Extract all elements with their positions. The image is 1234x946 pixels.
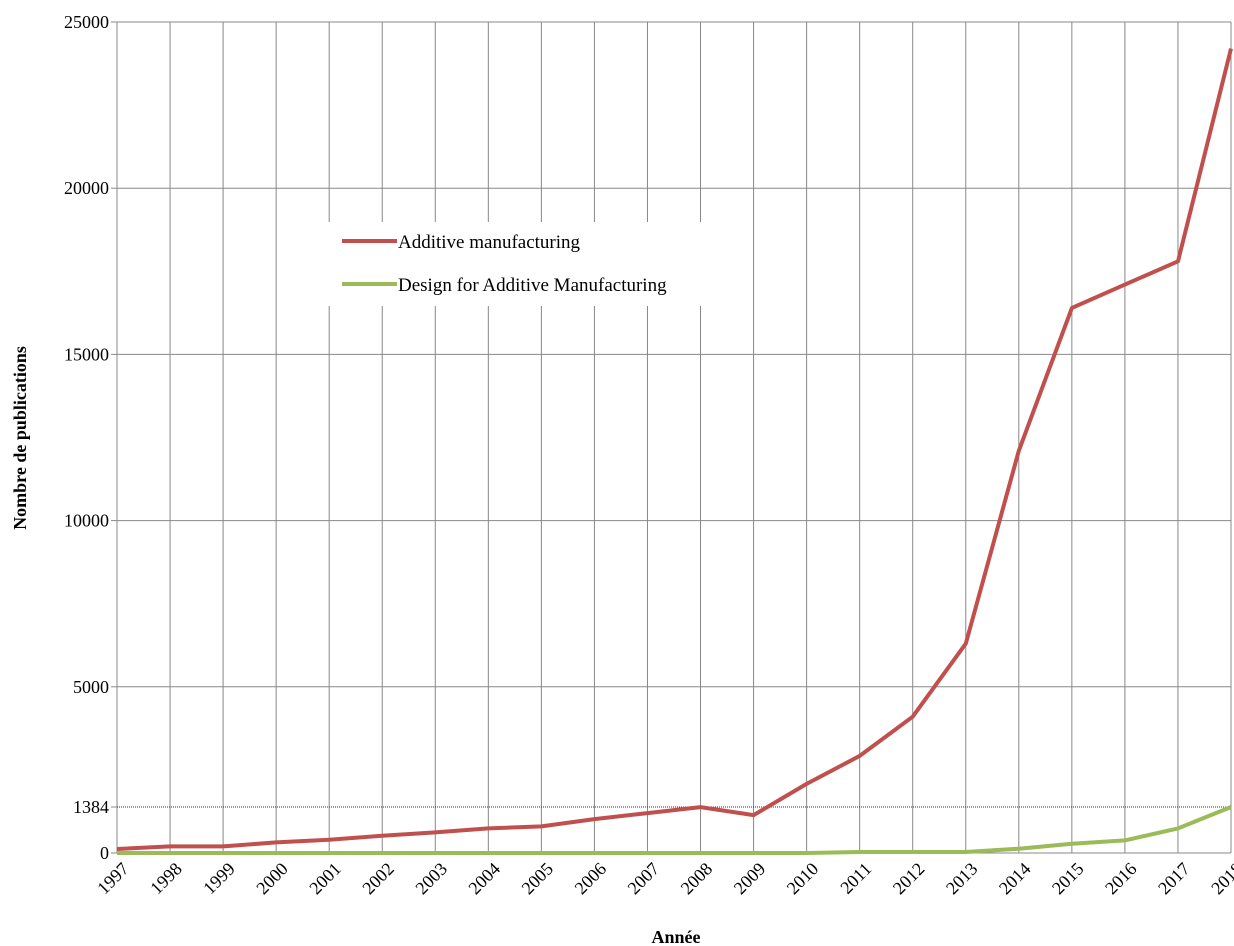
x-tick-label: 2007 [624, 859, 664, 899]
x-axis-title: Année [652, 927, 701, 946]
y-tick-label: 20000 [64, 178, 109, 198]
x-tick-label: 2013 [942, 859, 982, 899]
x-tick-label: 2002 [358, 859, 398, 899]
y-axis-title: Nombre de publications [10, 346, 30, 530]
x-tick-label: 1999 [199, 859, 239, 899]
x-tick-label: 2016 [1101, 859, 1141, 899]
x-tick-label: 2014 [995, 859, 1035, 899]
x-tick-label: 2004 [464, 859, 504, 899]
x-tick-label: 2010 [783, 859, 823, 899]
x-tick-label: 1997 [93, 859, 133, 899]
y-tick-label: 25000 [64, 12, 109, 32]
x-tick-label: 2011 [836, 859, 875, 898]
y-tick-label: 1384 [73, 797, 109, 817]
x-tick-label: 2012 [889, 859, 929, 899]
y-tick-label: 0 [100, 843, 109, 863]
x-tick-label: 2006 [571, 859, 611, 899]
x-tick-label: 2017 [1154, 859, 1194, 899]
x-tick-label: 2005 [518, 859, 558, 899]
y-tick-label: 5000 [73, 677, 109, 697]
grid [111, 21, 1232, 854]
x-tick-label: 2009 [730, 859, 770, 899]
y-tick-labels: 0 1384 5000 10000 15000 20000 25000 [64, 12, 109, 863]
x-tick-label: 1998 [146, 859, 186, 899]
legend: Additive manufacturing Design for Additi… [322, 222, 740, 306]
x-tick-label: 2008 [677, 859, 717, 899]
x-tick-labels: 1997 1998 1999 2000 2001 2002 2003 2004 2005 2006… [93, 859, 1234, 899]
y-tick-label: 10000 [64, 511, 109, 531]
x-tick-label: 2018 [1207, 859, 1234, 899]
x-tick-label: 2003 [411, 859, 451, 899]
x-tick-label: 2001 [305, 859, 345, 899]
x-tick-label: 2000 [252, 859, 292, 899]
series-line-1 [117, 805, 1232, 855]
legend-label-additive-manufacturing: Additive manufacturing [398, 232, 581, 253]
series-group [116, 48, 1233, 855]
x-tick-label: 2015 [1048, 859, 1088, 899]
y-tick-label: 15000 [64, 344, 109, 364]
series-line-0 [116, 48, 1233, 851]
legend-background [322, 222, 740, 306]
legend-label-design-for-am: Design for Additive Manufacturing [398, 275, 667, 296]
